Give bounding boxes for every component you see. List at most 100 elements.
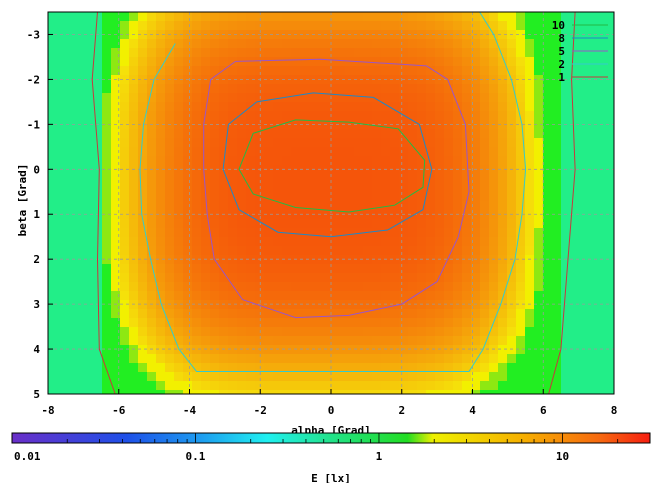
- heatmap-cell: [390, 336, 400, 346]
- heatmap-cell: [228, 183, 238, 193]
- heatmap-cell: [318, 57, 328, 67]
- heatmap-cell: [552, 183, 562, 193]
- heatmap-cell: [354, 129, 364, 139]
- heatmap-cell: [93, 345, 103, 355]
- heatmap-cell: [336, 66, 346, 76]
- heatmap-cell: [66, 93, 76, 103]
- heatmap-cell: [354, 183, 364, 193]
- heatmap-cell: [534, 147, 544, 157]
- heatmap-cell: [534, 129, 544, 139]
- heatmap-cell: [282, 138, 292, 148]
- heatmap-cell: [183, 237, 193, 247]
- heatmap-cell: [480, 372, 490, 382]
- y-tick-label: -3: [27, 28, 40, 41]
- heatmap-cell: [111, 237, 121, 247]
- heatmap-cell: [336, 183, 346, 193]
- heatmap-cell: [489, 165, 499, 175]
- heatmap-cell: [435, 282, 445, 292]
- heatmap-cell: [417, 84, 427, 94]
- heatmap-cell: [111, 255, 121, 265]
- heatmap-cell: [192, 318, 202, 328]
- heatmap-cell: [327, 66, 337, 76]
- heatmap-cell: [192, 21, 202, 31]
- heatmap-cell: [138, 291, 148, 301]
- heatmap-cell: [183, 147, 193, 157]
- heatmap-cell: [237, 372, 247, 382]
- heatmap-cell: [588, 165, 598, 175]
- heatmap-cell: [408, 111, 418, 121]
- heatmap-cell: [525, 345, 535, 355]
- heatmap-cell: [462, 174, 472, 184]
- heatmap-cell: [210, 345, 220, 355]
- heatmap-cell: [453, 327, 463, 337]
- heatmap-cell: [516, 129, 526, 139]
- heatmap-cell: [543, 237, 553, 247]
- heatmap-cell: [129, 300, 139, 310]
- heatmap-cell: [408, 39, 418, 49]
- heatmap-cell: [66, 192, 76, 202]
- heatmap-cell: [606, 300, 614, 310]
- heatmap-cell: [156, 66, 166, 76]
- heatmap-cell: [516, 183, 526, 193]
- heatmap-cell: [345, 390, 355, 394]
- heatmap-cell: [318, 390, 328, 394]
- heatmap-cell: [408, 201, 418, 211]
- heatmap-cell: [174, 237, 184, 247]
- heatmap-cell: [66, 273, 76, 283]
- heatmap-cell: [579, 147, 589, 157]
- heatmap-cell: [138, 336, 148, 346]
- heatmap-cell: [318, 30, 328, 40]
- heatmap-cell: [174, 246, 184, 256]
- heatmap-cell: [273, 381, 283, 391]
- heatmap-cell: [264, 129, 274, 139]
- heatmap-cell: [363, 300, 373, 310]
- heatmap-cell: [426, 30, 436, 40]
- heatmap-cell: [534, 318, 544, 328]
- heatmap-cell: [435, 21, 445, 31]
- heatmap-cell: [534, 201, 544, 211]
- heatmap-cell: [75, 291, 85, 301]
- heatmap-cell: [462, 282, 472, 292]
- heatmap-cell: [354, 120, 364, 130]
- heatmap-cell: [228, 75, 238, 85]
- heatmap-cell: [84, 102, 94, 112]
- heatmap-cell: [498, 300, 508, 310]
- heatmap-cell: [102, 255, 112, 265]
- heatmap-cell: [111, 228, 121, 238]
- heatmap-cell: [327, 282, 337, 292]
- heatmap-cell: [336, 21, 346, 31]
- heatmap-cell: [336, 93, 346, 103]
- heatmap-cell: [264, 291, 274, 301]
- heatmap-cell: [210, 372, 220, 382]
- heatmap-cell: [246, 309, 256, 319]
- heatmap-cell: [606, 165, 614, 175]
- heatmap-cell: [381, 93, 391, 103]
- heatmap-cell: [84, 372, 94, 382]
- heatmap-cell: [408, 327, 418, 337]
- heatmap-cell: [498, 138, 508, 148]
- heatmap-cell: [129, 219, 139, 229]
- heatmap-cell: [219, 372, 229, 382]
- heatmap-cell: [390, 345, 400, 355]
- heatmap-cell: [390, 255, 400, 265]
- heatmap-cell: [390, 30, 400, 40]
- heatmap-cell: [570, 75, 580, 85]
- heatmap-cell: [246, 165, 256, 175]
- heatmap-cell: [561, 147, 571, 157]
- heatmap-cell: [228, 282, 238, 292]
- heatmap-cell: [453, 201, 463, 211]
- heatmap-cell: [399, 300, 409, 310]
- heatmap-cell: [381, 66, 391, 76]
- heatmap-cell: [84, 57, 94, 67]
- heatmap-cell: [336, 201, 346, 211]
- heatmap-cell: [489, 300, 499, 310]
- heatmap-cell: [435, 300, 445, 310]
- heatmap-cell: [462, 12, 472, 22]
- heatmap-cell: [462, 183, 472, 193]
- heatmap-cell: [570, 219, 580, 229]
- heatmap-cell: [426, 381, 436, 391]
- heatmap-cell: [552, 201, 562, 211]
- heatmap-cell: [525, 147, 535, 157]
- heatmap-cell: [534, 66, 544, 76]
- heatmap-cell: [597, 354, 607, 364]
